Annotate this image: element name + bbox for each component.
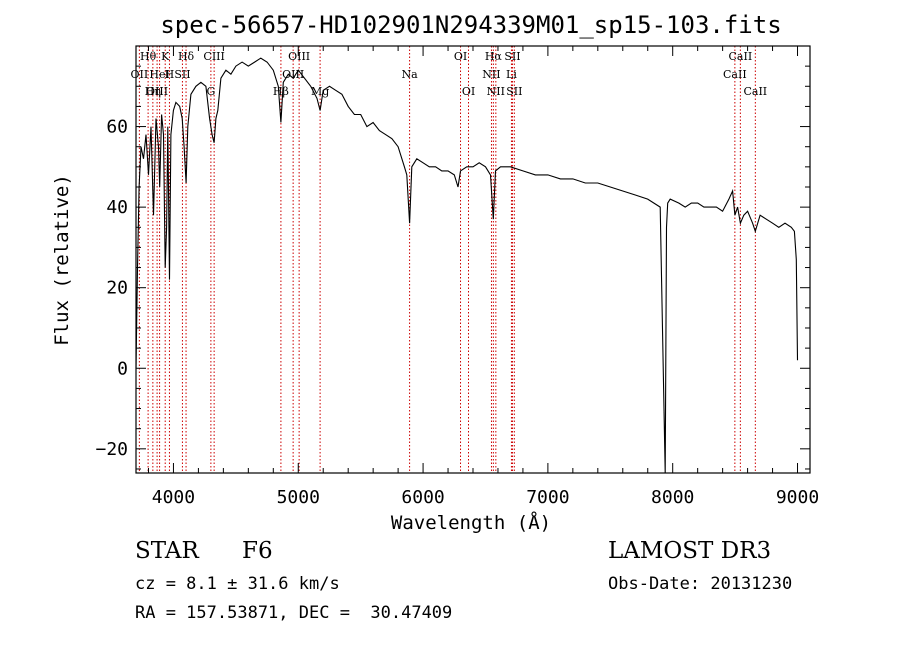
line-marker-label: Hδ [178,50,195,63]
line-marker-label: OI [454,50,467,63]
line-marker-label: HeI [149,68,169,81]
line-marker-label: CaII [743,85,767,98]
line-marker-label: CaII [723,68,747,81]
line-marker-label: SII [506,85,522,98]
x-axis-label: Wavelength (Å) [391,511,551,534]
line-marker-label: Na [402,68,419,81]
y-tick-label: 20 [106,278,128,299]
line-marker-label: Hβ [273,85,289,98]
line-marker-label: SII [174,68,190,81]
survey-name: LAMOST DR3 [608,538,772,564]
plot-frame [135,45,811,474]
line-marker-label: Hθ [140,50,157,63]
y-axis-label: Flux (relative) [51,174,73,346]
spectrum-line [135,57,799,474]
observation-date: Obs-Date: 20131230 [608,574,793,594]
line-marker-label: CIII [203,50,224,63]
line-marker-label: SII [504,50,520,63]
line-marker-label: OIII [288,50,310,63]
line-marker-label: OI [462,85,475,98]
line-marker-label: NII [482,68,500,81]
x-tick-label: 7000 [526,487,569,508]
x-tick-label: 4000 [152,487,195,508]
x-tick-label: 5000 [277,487,320,508]
redshift-cz: cz = 8.1 ± 31.6 km/s [135,574,340,594]
chart-title: spec-56657-HD102901N294339M01_sp15-103.f… [160,11,781,39]
axis-tick-labels: 4000 5000 6000 7000 8000 9000 −20 0 20 40 60 [95,117,819,508]
line-marker-label: H [165,68,175,81]
line-marker-label: Hη [145,85,161,98]
line-marker-label: OII [131,68,149,81]
y-tick-label: −20 [95,439,128,460]
line-marker-label: CaII [729,50,753,63]
object-subclass: F6 [242,538,273,564]
line-markers [138,46,756,473]
line-marker-label: NII [487,85,505,98]
y-tick-label: 60 [106,117,128,138]
coordinates: RA = 157.53871, DEC = 30.47409 [135,603,453,623]
x-tick-label: 6000 [401,487,444,508]
line-marker-label: G [206,85,215,98]
y-tick-label: 0 [117,358,128,379]
x-tick-label: 9000 [776,487,819,508]
axis-ticks [136,46,810,473]
line-marker-label: Li [506,68,517,81]
line-marker-label: OIII [146,85,168,98]
x-tick-label: 8000 [651,487,694,508]
object-class: STAR [135,538,199,564]
y-tick-label: 40 [106,197,128,218]
line-marker-label: Hα [485,50,503,63]
line-marker-label: K [161,50,170,63]
